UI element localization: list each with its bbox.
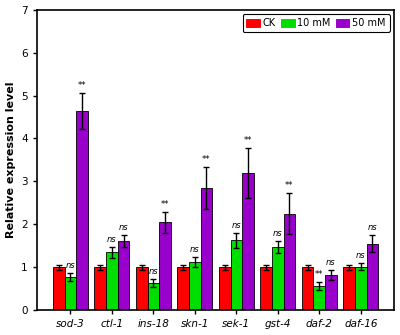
- Bar: [242, 173, 254, 311]
- Bar: [314, 286, 325, 311]
- Bar: [325, 275, 337, 311]
- Bar: [94, 267, 106, 311]
- Bar: [230, 240, 242, 311]
- Text: ns: ns: [368, 223, 377, 232]
- Bar: [159, 222, 171, 311]
- Text: **: **: [78, 81, 86, 90]
- Bar: [366, 244, 378, 311]
- Bar: [343, 267, 355, 311]
- Text: ns: ns: [232, 221, 241, 229]
- Bar: [118, 241, 129, 311]
- Bar: [284, 214, 295, 311]
- Text: **: **: [244, 136, 252, 145]
- Bar: [136, 267, 148, 311]
- Bar: [189, 262, 201, 311]
- Text: **: **: [285, 181, 294, 190]
- Text: ns: ns: [107, 235, 117, 244]
- Bar: [148, 283, 159, 311]
- Text: ns: ns: [273, 229, 283, 238]
- Bar: [355, 267, 366, 311]
- Text: **: **: [202, 155, 211, 164]
- Bar: [272, 247, 284, 311]
- Text: ns: ns: [66, 261, 75, 270]
- Y-axis label: Relative expression level: Relative expression level: [6, 82, 16, 238]
- Text: ns: ns: [190, 245, 200, 254]
- Text: ns: ns: [356, 251, 366, 260]
- Legend: CK, 10 mM, 50 mM: CK, 10 mM, 50 mM: [242, 14, 390, 32]
- Bar: [302, 267, 314, 311]
- Bar: [53, 267, 65, 311]
- Bar: [106, 252, 118, 311]
- Bar: [178, 267, 189, 311]
- Text: **: **: [161, 200, 169, 209]
- Bar: [260, 267, 272, 311]
- Text: **: **: [315, 270, 324, 279]
- Text: ns: ns: [148, 267, 158, 276]
- Text: ns: ns: [326, 258, 336, 267]
- Bar: [201, 188, 212, 311]
- Bar: [65, 277, 76, 311]
- Bar: [76, 112, 88, 311]
- Text: ns: ns: [119, 223, 128, 232]
- Bar: [219, 267, 230, 311]
